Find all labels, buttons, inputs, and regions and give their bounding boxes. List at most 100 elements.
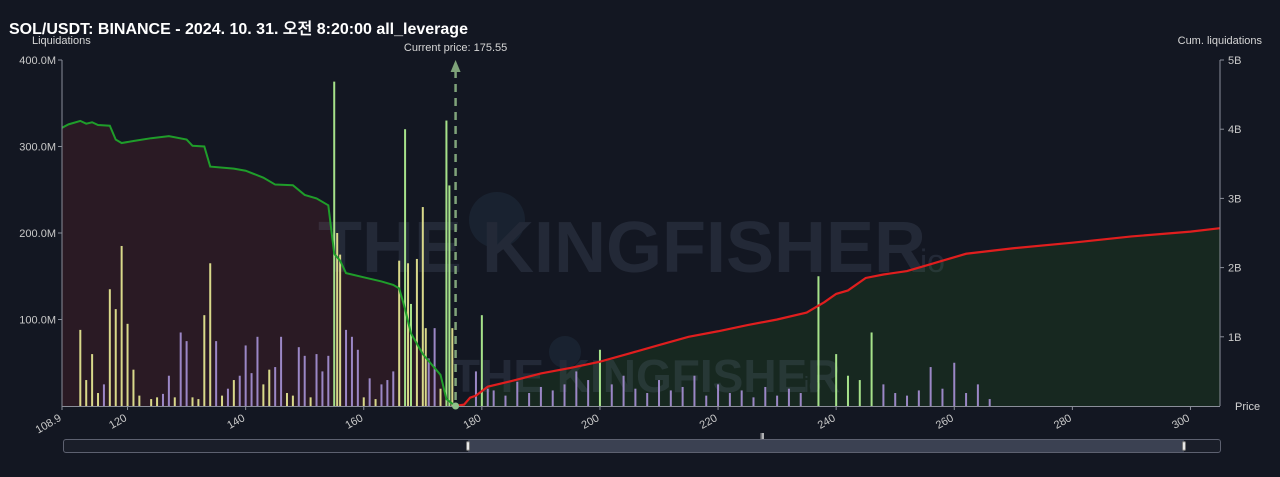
y-left-tick-label: 300.0M [19,142,56,154]
liquidation-bar [274,367,277,406]
liquidation-bar [929,367,932,406]
x-tick-label: 200 [580,412,602,432]
liquidation-bar [646,393,649,406]
liquidation-bar [445,120,448,407]
liquidation-bar [285,393,288,406]
x-tick-label: 160 [343,412,365,432]
short-cumulative-area [455,228,1221,406]
liquidation-bar [563,384,566,406]
cumulative-lines [61,119,1221,408]
y-left-tick-label: 400.0M [19,55,56,67]
liquidation-bar [167,375,170,406]
scroller-left-handle[interactable] [466,441,470,451]
liquidation-bar [291,395,294,406]
liquidation-bar [102,384,105,406]
current-price-marker: Current price: 175.55 [404,42,507,410]
x-tick-label: 140 [225,412,247,432]
liquidation-bar [197,399,200,406]
liquidation-bar [256,336,259,406]
liquidation-bar [776,395,779,406]
y-right-tick-label: 3B [1228,193,1241,205]
liquidation-bars [79,81,991,407]
liquidation-bar [362,397,365,406]
liquidation-bar [132,369,135,406]
liquidation-bar [368,378,371,406]
liquidation-bar [203,315,206,406]
current-price-label: Current price: 175.55 [404,42,507,54]
liquidation-bar [409,303,412,406]
scroller-grip-icon[interactable]: III [760,432,765,441]
y-left-tick-label: 200.0M [19,228,56,240]
liquidation-bar [539,386,542,406]
scroller-window[interactable] [468,440,1184,452]
liquidation-bar [120,245,123,406]
liquidation-bar [575,371,578,406]
liquidation-bar [268,369,271,406]
liquidation-bar [238,375,241,406]
liquidation-bar [398,260,401,406]
liquidation-bar [407,263,410,406]
liquidation-bar [516,381,519,406]
liquidation-bar [528,393,531,406]
x-tick-label: 220 [698,412,720,432]
x-tick-label: 120 [107,412,129,432]
y-right-tick-label: 4B [1228,124,1241,136]
liquidation-bar [386,380,389,406]
liquidation-bar [315,354,318,406]
kingfisher-logo-small [549,336,581,368]
liquidation-bar [474,371,477,406]
x-tick-label: 280 [1052,412,1074,432]
liquidation-bar [693,375,696,406]
range-scroller[interactable] [63,439,1221,453]
liquidation-bar [486,388,489,406]
x-tick-label: 180 [461,412,483,432]
short-cumulative-line [455,227,1221,408]
liquidation-bar [138,395,141,406]
liquidation-bar [250,373,253,406]
liquidation-bar [309,397,312,406]
liquidation-bar [817,276,820,406]
liquidation-bar [427,358,430,406]
liquidation-bar [333,81,336,406]
liquidation-bar [321,371,324,406]
liquidation-bar [480,315,483,406]
liquidation-bar [424,328,427,406]
liquidation-bar [114,309,117,406]
y-right-axis-title: Cum. liquidations [1178,35,1263,47]
liquidation-bar [610,384,613,406]
x-tick-label: 300 [1170,412,1192,432]
liquidation-bar [179,332,182,406]
liquidation-bar [79,329,82,406]
liquidation-bar [917,390,920,406]
liquidation-bar [976,384,979,406]
liquidation-bar [835,354,838,406]
watermark: THE KINGFISHER io THE KINGFISHER io [318,192,945,402]
liquidation-bar [681,386,684,406]
liquidation-bar [988,399,991,406]
liquidation-bar [906,395,909,406]
liquidation-bar [787,388,790,406]
liquidation-bar [215,341,218,406]
liquidation-bar [91,354,94,406]
liquidation-bar [356,349,359,406]
liquidation-bar [126,323,129,406]
liquidation-bar [551,390,554,406]
liquidation-bar [965,393,968,406]
liquidation-bar [185,341,188,406]
liquidation-bar [97,393,100,406]
liquidation-bar [752,397,755,406]
y-left-tick-label: 100.0M [19,315,56,327]
liquidation-bar [882,384,885,406]
watermark-suffix-small: io [804,372,821,397]
liquidation-bar [858,380,861,406]
liquidation-bar [327,355,330,406]
liquidation-bar [669,390,672,406]
liquidation-bar [232,380,235,406]
liquidation-bar [439,388,442,406]
long-cumulative-area [62,120,456,407]
y-right-tick-label: 1B [1228,332,1241,344]
scroller-right-handle[interactable] [1182,441,1186,451]
x-axis-title: Price [1235,401,1260,413]
liquidation-bar [156,397,159,406]
